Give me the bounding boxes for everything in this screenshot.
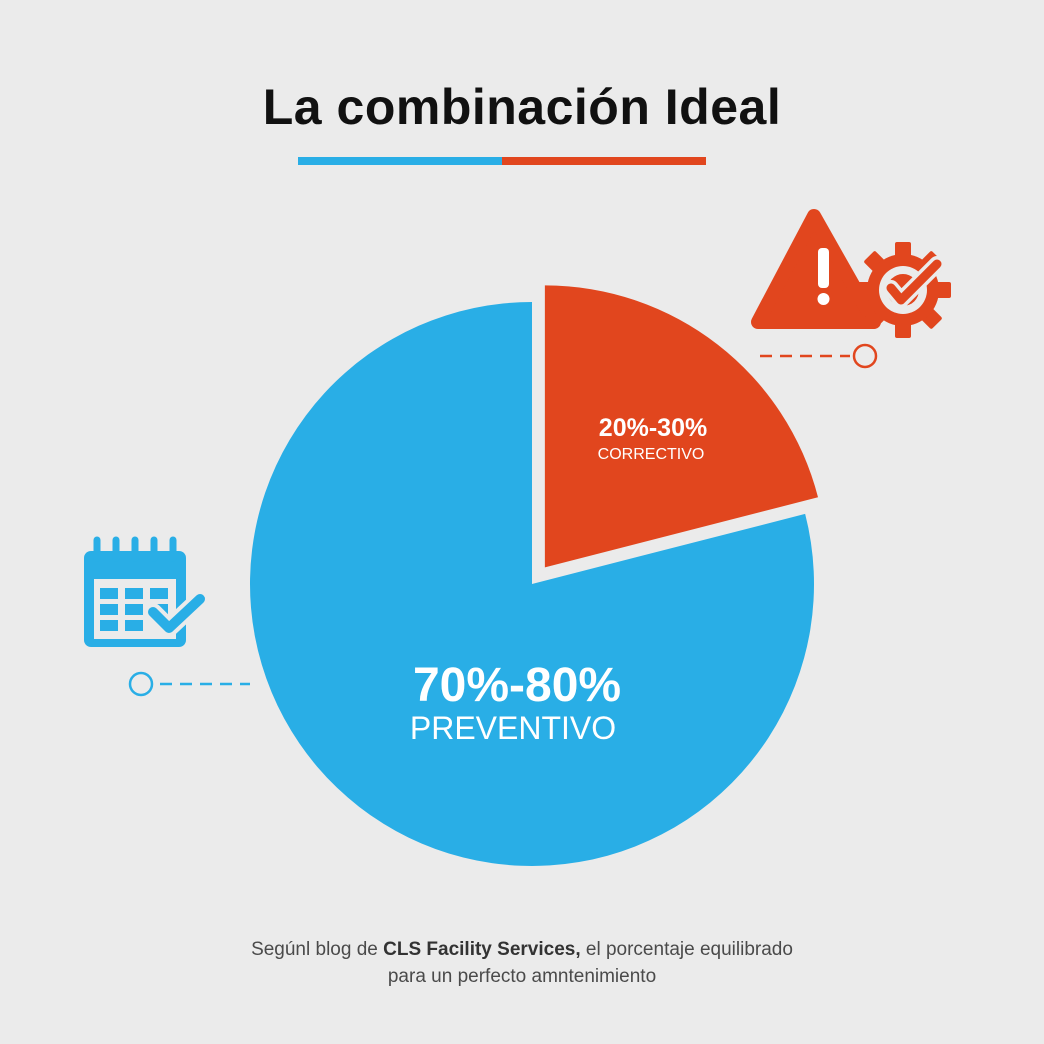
slice-preventivo-name-label: PREVENTIVO — [410, 710, 616, 746]
underline-red-segment — [502, 157, 706, 165]
caption-suffix: el porcentaje equilibrado — [580, 939, 793, 960]
source-caption: Segúnl blog de CLS Facility Services, el… — [0, 936, 1044, 990]
page-title: La combinación Ideal — [262, 79, 782, 135]
caption-prefix: Segúnl blog de — [251, 939, 384, 960]
preventivo-connector — [128, 671, 250, 697]
slice-correctivo-name-label: CORRECTIVO — [598, 446, 705, 463]
slice-preventivo-range-label: 70%-80% — [413, 659, 621, 712]
caption-line-1: Segúnl blog de CLS Facility Services, el… — [0, 936, 1044, 963]
correctivo-connector — [760, 343, 878, 369]
calendar-check-icon — [84, 536, 209, 647]
caption-line-2: para un perfecto amntenimiento — [387, 966, 657, 987]
pie-slice-preventivo[interactable] — [249, 302, 815, 866]
slice-correctivo-range-label: 20%-30% — [599, 414, 707, 442]
warning-triangle-icon — [751, 209, 881, 329]
title-underline — [298, 157, 706, 165]
caption-source: CLS Facility Services, — [383, 939, 581, 960]
gear-check-icon — [855, 242, 951, 338]
underline-blue-segment — [298, 157, 502, 165]
pie-slice-correctivo[interactable] — [544, 285, 819, 568]
